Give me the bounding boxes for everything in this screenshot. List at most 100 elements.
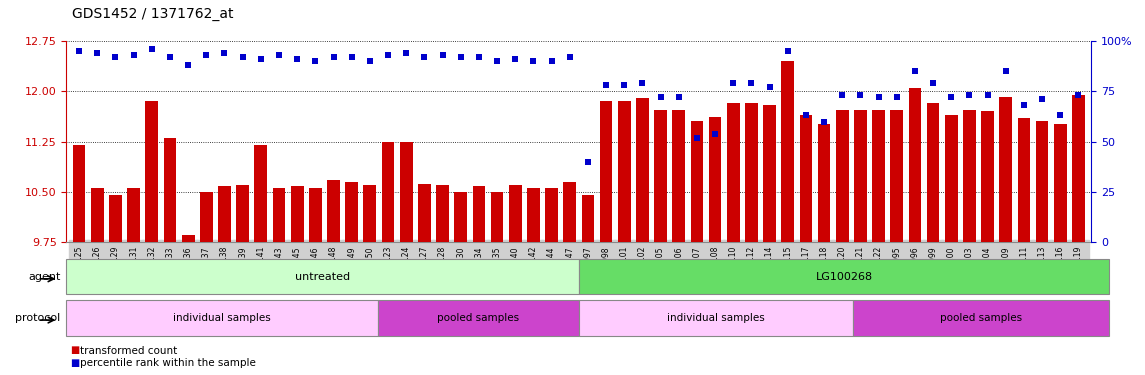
Point (125, 52, 143, 58)
Point (742, 80, 760, 86)
Point (996, 68, 1014, 74)
Text: agent: agent (29, 272, 61, 282)
Point (433, 52, 451, 58)
Point (906, 68, 924, 74)
Bar (219, 186, 231, 242)
Bar (799, 115, 812, 242)
Point (88, 50, 106, 56)
Text: pooled samples: pooled samples (940, 313, 1022, 323)
Point (1051, 112, 1069, 118)
Bar (400, 142, 412, 242)
Bar (563, 182, 576, 242)
Bar (579, 300, 853, 336)
Point (289, 56, 307, 62)
Bar (618, 102, 631, 242)
Bar (381, 142, 394, 242)
Bar (200, 192, 213, 242)
Bar (291, 186, 303, 242)
Bar (109, 195, 121, 242)
Point (815, 118, 834, 124)
Text: ■: ■ (70, 358, 79, 368)
Point (451, 54, 469, 60)
Text: ■: ■ (70, 345, 79, 355)
Bar (635, 98, 649, 242)
Text: transformed count: transformed count (80, 345, 177, 355)
Bar (527, 188, 539, 242)
Bar (363, 185, 377, 242)
Bar (579, 259, 1110, 294)
Point (961, 92, 979, 98)
Point (724, 80, 742, 86)
Text: percentile rank within the sample: percentile rank within the sample (80, 358, 256, 368)
Point (270, 52, 289, 58)
Bar (545, 188, 558, 242)
Bar (127, 188, 140, 242)
Bar (1000, 97, 1012, 242)
Point (797, 112, 815, 118)
Bar (781, 62, 795, 242)
Bar (891, 110, 903, 242)
Point (543, 58, 561, 64)
Bar (418, 184, 431, 242)
Point (652, 94, 670, 100)
Point (397, 50, 416, 56)
Bar (690, 122, 703, 242)
Bar (764, 105, 776, 242)
Point (215, 50, 234, 56)
Bar (455, 192, 467, 242)
Point (924, 80, 942, 86)
Bar (508, 185, 522, 242)
Point (887, 94, 906, 100)
Bar (818, 123, 830, 242)
Point (1014, 102, 1033, 108)
Point (597, 82, 615, 88)
Point (615, 82, 633, 88)
Point (70, 48, 88, 54)
Bar (854, 110, 867, 242)
Bar (963, 110, 976, 242)
Point (942, 94, 961, 100)
Bar (582, 195, 594, 242)
Point (524, 58, 543, 64)
Point (670, 94, 688, 100)
Point (561, 54, 579, 60)
Point (342, 54, 361, 60)
Point (760, 84, 779, 90)
Point (688, 135, 706, 141)
Point (506, 56, 524, 62)
Point (979, 92, 997, 98)
Bar (981, 111, 994, 242)
Text: GDS1452 / 1371762_at: GDS1452 / 1371762_at (72, 7, 234, 21)
Point (578, 159, 597, 165)
Bar (491, 192, 504, 242)
Bar (273, 188, 285, 242)
Bar (309, 188, 322, 242)
Bar (1053, 123, 1067, 242)
Bar (473, 186, 485, 242)
Bar (853, 300, 1110, 336)
Bar (346, 182, 358, 242)
Bar (145, 102, 158, 242)
Bar (745, 104, 758, 242)
Bar (182, 235, 195, 242)
Bar (672, 110, 685, 242)
Bar (66, 300, 378, 336)
Bar (709, 117, 721, 242)
Bar (600, 102, 613, 242)
Text: individual samples: individual samples (173, 313, 271, 323)
Point (834, 92, 852, 98)
Point (306, 58, 324, 64)
Bar (909, 88, 922, 242)
Bar (254, 145, 267, 242)
Bar (1072, 95, 1084, 242)
Text: LG100268: LG100268 (815, 272, 872, 282)
Bar (73, 145, 86, 242)
Text: pooled samples: pooled samples (437, 313, 519, 323)
Point (1069, 92, 1088, 98)
Text: untreated: untreated (295, 272, 350, 282)
Point (324, 54, 342, 60)
Text: protocol: protocol (15, 313, 61, 323)
Point (361, 58, 379, 64)
Bar (727, 104, 740, 242)
Point (197, 52, 215, 58)
